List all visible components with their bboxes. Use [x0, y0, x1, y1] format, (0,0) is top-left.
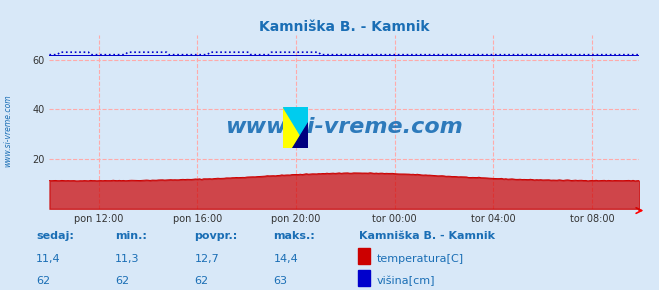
Text: temperatura[C]: temperatura[C]	[376, 254, 463, 264]
Title: Kamniška B. - Kamnik: Kamniška B. - Kamnik	[259, 20, 430, 34]
Text: višina[cm]: višina[cm]	[376, 276, 435, 286]
Text: 62: 62	[36, 276, 50, 286]
Polygon shape	[283, 107, 308, 148]
Text: 62: 62	[194, 276, 208, 286]
Text: maks.:: maks.:	[273, 231, 315, 241]
Text: 63: 63	[273, 276, 287, 286]
Text: povpr.:: povpr.:	[194, 231, 238, 241]
Text: 11,3: 11,3	[115, 254, 140, 264]
Polygon shape	[292, 122, 308, 148]
Text: www.si-vreme.com: www.si-vreme.com	[3, 94, 13, 167]
Text: min.:: min.:	[115, 231, 147, 241]
Text: sedaj:: sedaj:	[36, 231, 74, 241]
Text: 11,4: 11,4	[36, 254, 61, 264]
Text: Kamniška B. - Kamnik: Kamniška B. - Kamnik	[359, 231, 495, 241]
Text: 62: 62	[115, 276, 129, 286]
Polygon shape	[283, 107, 308, 148]
Text: www.si-vreme.com: www.si-vreme.com	[225, 117, 463, 137]
Text: 12,7: 12,7	[194, 254, 219, 264]
Text: 14,4: 14,4	[273, 254, 299, 264]
